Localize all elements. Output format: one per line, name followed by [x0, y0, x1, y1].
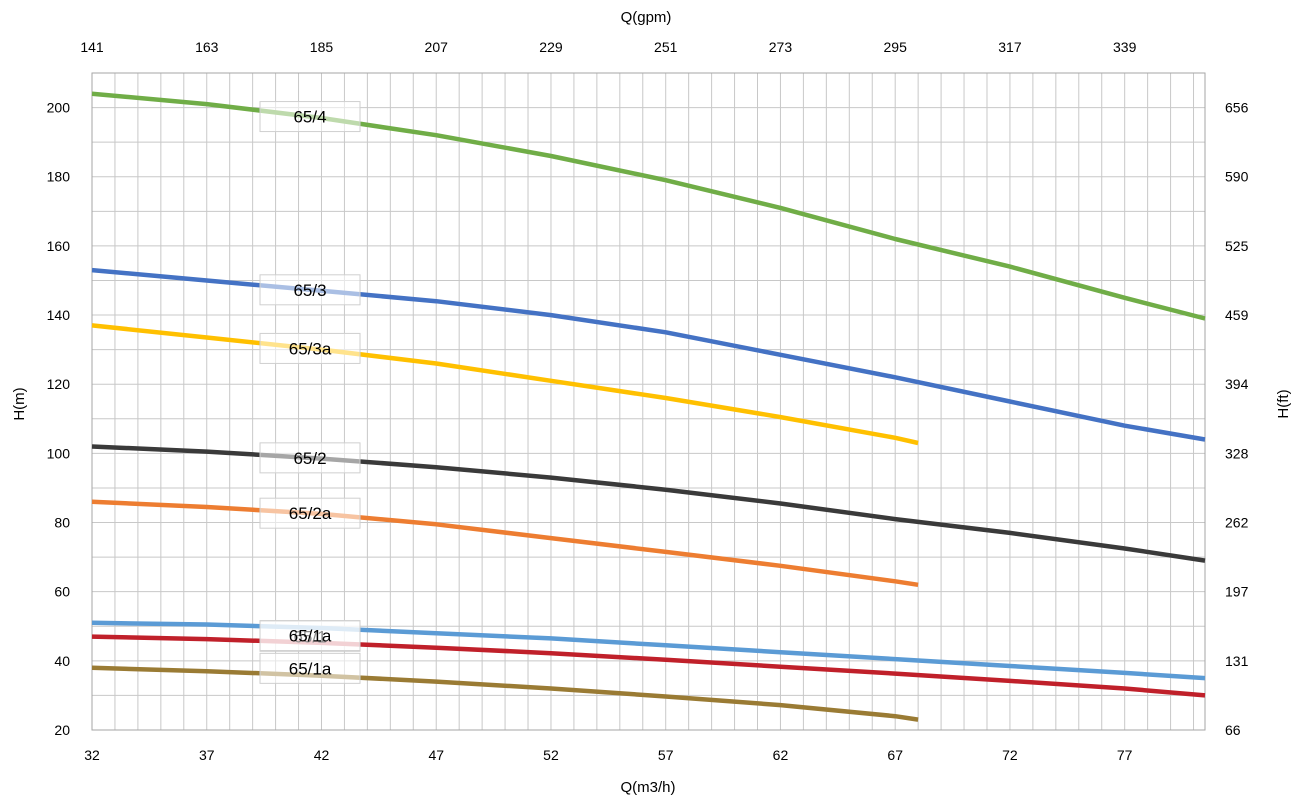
y-left-tick-label: 100	[47, 445, 71, 461]
x-top-tick-label: 295	[884, 39, 908, 55]
y-left-tick-label: 20	[54, 722, 70, 738]
x-bottom-tick-label: 67	[887, 747, 903, 763]
series-label-box	[259, 652, 361, 684]
y-right-tick-label: 656	[1225, 100, 1249, 116]
y-right-tick-label: 262	[1225, 515, 1249, 531]
y-axis-left-title: H(m)	[11, 387, 28, 420]
x-top-tick-label: 207	[425, 39, 449, 55]
x-axis-bottom-title: Q(m3/h)	[620, 779, 675, 796]
series-label: 65/1a	[289, 627, 332, 646]
x-top-tick-label: 317	[998, 39, 1022, 55]
series-line	[91, 323, 919, 446]
y-left-tick-label: 120	[47, 376, 71, 392]
grid	[92, 73, 1205, 730]
series-label: 65/4	[293, 108, 326, 127]
x-bottom-tick-label: 37	[199, 747, 215, 763]
series-label: 65/2	[293, 449, 326, 468]
y-axis-right-title: H(ft)	[1275, 389, 1292, 418]
series-label-box	[259, 442, 361, 474]
x-bottom-tick-label: 47	[428, 747, 444, 763]
y-left-tick-label: 60	[54, 584, 70, 600]
y-right-tick-label: 394	[1225, 376, 1249, 392]
series-lines	[91, 91, 1206, 722]
y-right-tick-label: 525	[1225, 238, 1249, 254]
y-right-tick-label: 328	[1225, 445, 1249, 461]
y-left-tick-label: 200	[47, 100, 71, 116]
series-label: 65/3	[293, 281, 326, 300]
series-line	[91, 665, 919, 722]
plot-frame	[91, 72, 1206, 731]
series-label: 65/2a	[289, 504, 332, 523]
series-label-box	[259, 620, 361, 652]
y-left-tick-label: 140	[47, 307, 71, 323]
y-left-tick-label: 80	[54, 515, 70, 531]
x-top-tick-label: 251	[654, 39, 678, 55]
x-bottom-tick-label: 77	[1117, 747, 1133, 763]
x-top-tick-label: 141	[80, 39, 104, 55]
series-label: 65/3a	[289, 339, 332, 358]
tick-labels: 32 37 42 47 52 57 62 67 72 77 141 163 185 207 229 251 27…	[47, 39, 1249, 763]
y-left-tick-label: 160	[47, 238, 71, 254]
x-bottom-tick-label: 42	[314, 747, 330, 763]
x-bottom-tick-label: 57	[658, 747, 674, 763]
y-right-tick-label: 131	[1225, 653, 1249, 669]
x-top-tick-label: 185	[310, 39, 334, 55]
y-right-tick-label: 459	[1225, 307, 1249, 323]
x-top-tick-label: 229	[539, 39, 563, 55]
x-axis-top-title: Q(gpm)	[621, 9, 672, 26]
y-left-tick-label: 40	[54, 653, 70, 669]
series-label-box	[259, 332, 361, 364]
x-bottom-tick-label: 32	[84, 747, 100, 763]
series-label-box	[259, 101, 361, 133]
y-right-tick-label: 66	[1225, 722, 1241, 738]
x-bottom-tick-label: 62	[773, 747, 789, 763]
x-bottom-tick-label: 52	[543, 747, 559, 763]
x-top-tick-label: 163	[195, 39, 219, 55]
series-line	[91, 267, 1206, 442]
x-top-tick-label: 339	[1113, 39, 1137, 55]
x-top-tick-label: 273	[769, 39, 793, 55]
series-line	[91, 444, 1206, 563]
y-right-tick-label: 590	[1225, 169, 1249, 185]
series-line	[91, 499, 919, 588]
y-right-tick-label: 197	[1225, 584, 1249, 600]
series-label-box	[259, 497, 361, 529]
series-label: 65/1a	[289, 659, 332, 678]
x-bottom-tick-label: 72	[1002, 747, 1018, 763]
y-left-tick-label: 180	[47, 169, 71, 185]
series-label-box	[259, 274, 361, 306]
series-line	[91, 620, 1206, 681]
